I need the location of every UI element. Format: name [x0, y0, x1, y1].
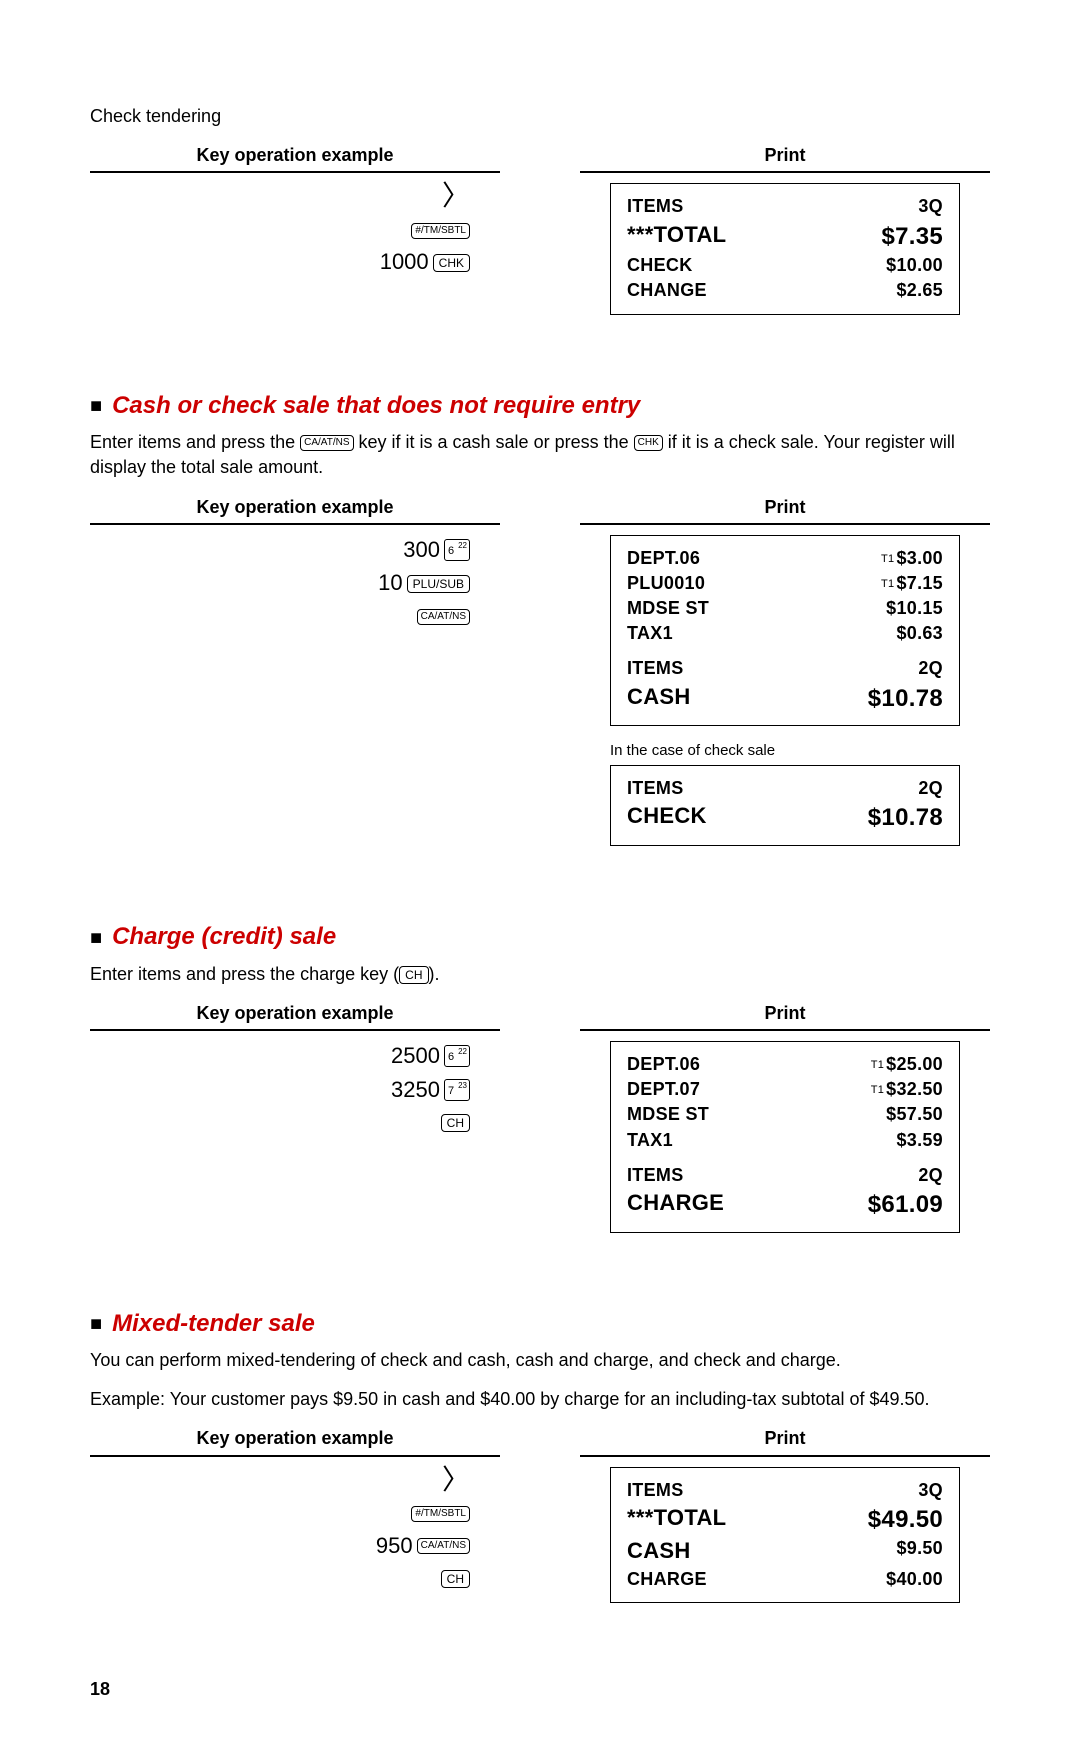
receipt-check-tendering: ITEMS3Q***TOTAL$7.35CHECK$10.00CHANGE$2.…: [610, 183, 960, 314]
key-ca-at-ns-inline: CA/AT/NS: [300, 435, 353, 451]
receipt-line: ***TOTAL$7.35: [627, 220, 943, 254]
section-body: Enter items and press the CA/AT/NS key i…: [90, 430, 990, 480]
receipt-line: CASH$10.78: [627, 682, 943, 716]
key-ch-inline: CH: [399, 966, 428, 984]
header-key-op: Key operation example: [90, 1001, 500, 1031]
example-row: Key operation example 2500226 3250237 CH…: [90, 1001, 990, 1247]
col-key-operation: Key operation example 〉 #/TM/SBTL 950CA/…: [90, 1426, 500, 1617]
section-charge-sale: ■Charge (credit) sale Enter items and pr…: [90, 920, 990, 1247]
check-tendering-label: Check tendering: [90, 104, 990, 129]
col-key-operation: Key operation example 〉 #/TM/SBTL 1000CH…: [90, 143, 500, 328]
header-key-op: Key operation example: [90, 1426, 500, 1456]
receipt-line: DEPT.07T1$32.50: [627, 1077, 943, 1102]
key-tm-sbtl: #/TM/SBTL: [411, 223, 470, 239]
receipt-check-sale: ITEMS2QCHECK$10.78: [610, 765, 960, 846]
header-key-op: Key operation example: [90, 143, 500, 173]
receipt-line: DEPT.06T1$25.00: [627, 1052, 943, 1077]
section-mixed-tender: ■Mixed-tender sale You can perform mixed…: [90, 1307, 990, 1618]
key-ch: CH: [441, 1114, 470, 1132]
receipt-line: CHARGE$61.09: [627, 1188, 943, 1222]
key-chk-inline: CHK: [634, 435, 663, 451]
amount-950: 950: [376, 1533, 413, 1558]
amount-300: 300: [403, 537, 440, 562]
header-print: Print: [580, 1001, 990, 1031]
key-ch: CH: [441, 1570, 470, 1588]
square-bullet-icon: ■: [90, 924, 102, 952]
example-row: Key operation example 〉 #/TM/SBTL 1000CH…: [90, 143, 990, 328]
col-print: Print ITEMS3Q***TOTAL$7.35CHECK$10.00CHA…: [580, 143, 990, 328]
continuation-arrow: 〉: [442, 1465, 470, 1496]
receipt-line: PLU0010T1$7.15: [627, 571, 943, 596]
key-ca-at-ns: CA/AT/NS: [417, 1538, 470, 1554]
amount-1000: 1000: [380, 249, 429, 274]
header-print: Print: [580, 1426, 990, 1456]
key-sequence: 〉 #/TM/SBTL 950CA/AT/NS CH: [90, 1467, 500, 1593]
col-print: Print DEPT.06T1$25.00DEPT.07T1$32.50MDSE…: [580, 1001, 990, 1247]
key-sequence: 2500226 3250237 CH: [90, 1041, 500, 1137]
section-body: Enter items and press the charge key (CH…: [90, 962, 990, 987]
receipt-mixed: ITEMS3Q***TOTAL$49.50CASH$9.50CHARGE$40.…: [610, 1467, 960, 1604]
receipt-line: DEPT.06T1$3.00: [627, 546, 943, 571]
continuation-arrow: 〉: [442, 181, 470, 212]
amount-3250: 3250: [391, 1077, 440, 1102]
receipt-line: TAX1$3.59: [627, 1128, 943, 1153]
mixed-para2: Example: Your customer pays $9.50 in cas…: [90, 1387, 990, 1412]
square-bullet-icon: ■: [90, 1310, 102, 1338]
receipt-line: MDSE ST$10.15: [627, 596, 943, 621]
receipt-line: ITEMS3Q: [627, 194, 943, 219]
receipt-line: CHECK$10.78: [627, 801, 943, 835]
key-sequence: 〉 #/TM/SBTL 1000CHK: [90, 183, 500, 278]
receipt-charge: DEPT.06T1$25.00DEPT.07T1$32.50MDSE ST$57…: [610, 1041, 960, 1233]
col-key-operation: Key operation example 300226 10 PLU/SUB C…: [90, 495, 500, 861]
key-plu-sub: PLU/SUB: [407, 575, 470, 593]
receipt-line: CHANGE$2.65: [627, 278, 943, 303]
col-print: Print ITEMS3Q***TOTAL$49.50CASH$9.50CHAR…: [580, 1426, 990, 1617]
section-title: ■Mixed-tender sale: [90, 1307, 990, 1341]
page-number: 18: [90, 1677, 990, 1702]
example-row: Key operation example 300226 10 PLU/SUB C…: [90, 495, 990, 861]
mixed-para1: You can perform mixed-tendering of check…: [90, 1348, 990, 1373]
key-ca-at-ns: CA/AT/NS: [417, 609, 470, 625]
receipt-line: CHARGE$40.00: [627, 1567, 943, 1592]
section-title: ■Cash or check sale that does not requir…: [90, 389, 990, 423]
note-check-case: In the case of check sale: [610, 740, 960, 761]
receipt-line: ITEMS2Q: [627, 1163, 943, 1188]
key-chk: CHK: [433, 254, 470, 272]
receipt-line: ***TOTAL$49.50: [627, 1503, 943, 1537]
dept-key-6: 226: [444, 539, 470, 561]
receipt-cash-sale: DEPT.06T1$3.00PLU0010T1$7.15MDSE ST$10.1…: [610, 535, 960, 727]
section-check-tendering: Check tendering Key operation example 〉 …: [90, 104, 990, 329]
col-print: Print DEPT.06T1$3.00PLU0010T1$7.15MDSE S…: [580, 495, 990, 861]
section-cash-or-check: ■Cash or check sale that does not requir…: [90, 389, 990, 860]
square-bullet-icon: ■: [90, 392, 102, 420]
example-row: Key operation example 〉 #/TM/SBTL 950CA/…: [90, 1426, 990, 1617]
receipt-line: TAX1$0.63: [627, 621, 943, 646]
receipt-line: MDSE ST$57.50: [627, 1102, 943, 1127]
receipt-line: CHECK$10.00: [627, 253, 943, 278]
amount-10: 10: [378, 570, 402, 595]
header-print: Print: [580, 143, 990, 173]
section-title: ■Charge (credit) sale: [90, 920, 990, 954]
header-print: Print: [580, 495, 990, 525]
receipt-line: ITEMS2Q: [627, 656, 943, 681]
dept-key-6: 226: [444, 1045, 470, 1067]
header-key-op: Key operation example: [90, 495, 500, 525]
key-tm-sbtl: #/TM/SBTL: [411, 1506, 470, 1522]
receipt-line: CASH$9.50: [627, 1536, 943, 1567]
col-key-operation: Key operation example 2500226 3250237 CH: [90, 1001, 500, 1247]
key-sequence: 300226 10 PLU/SUB CA/AT/NS: [90, 535, 500, 631]
receipt-line: ITEMS3Q: [627, 1478, 943, 1503]
amount-2500: 2500: [391, 1043, 440, 1068]
receipt-line: ITEMS2Q: [627, 776, 943, 801]
dept-key-7: 237: [444, 1079, 470, 1101]
